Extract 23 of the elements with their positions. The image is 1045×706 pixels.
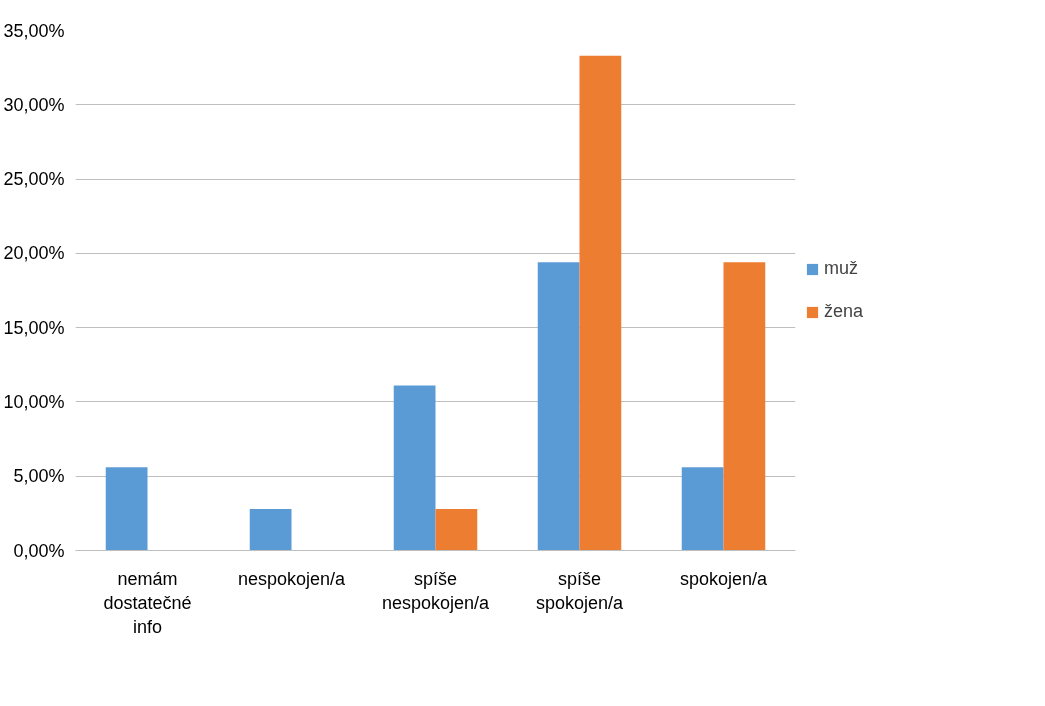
x-tick-label: nespokojen/a	[237, 568, 347, 589]
y-tick-label: 15,00%	[3, 317, 65, 338]
bar	[435, 508, 478, 551]
bar	[681, 467, 724, 551]
x-tick-label: spíše nespokojen/a	[381, 568, 491, 613]
y-tick-label: 35,00%	[3, 20, 65, 41]
bar	[249, 508, 292, 551]
bar	[537, 262, 580, 551]
y-tick-label: 30,00%	[3, 94, 65, 115]
bar	[723, 262, 766, 551]
x-tick-label: spíše spokojen/a	[535, 568, 625, 613]
bar	[579, 55, 622, 551]
x-tick-label: spokojen/a	[679, 568, 769, 589]
bar	[393, 385, 436, 551]
legend-label: žena	[824, 301, 864, 322]
y-tick-label: 5,00%	[13, 466, 65, 487]
y-tick-label: 10,00%	[3, 391, 65, 412]
y-tick-label: 0,00%	[13, 540, 65, 561]
bar	[105, 467, 148, 551]
y-tick-label: 20,00%	[3, 243, 65, 264]
y-tick-label: 25,00%	[3, 169, 65, 190]
x-tick-label: nemám dostatečné info	[103, 568, 192, 637]
legend-label: muž	[824, 258, 859, 279]
